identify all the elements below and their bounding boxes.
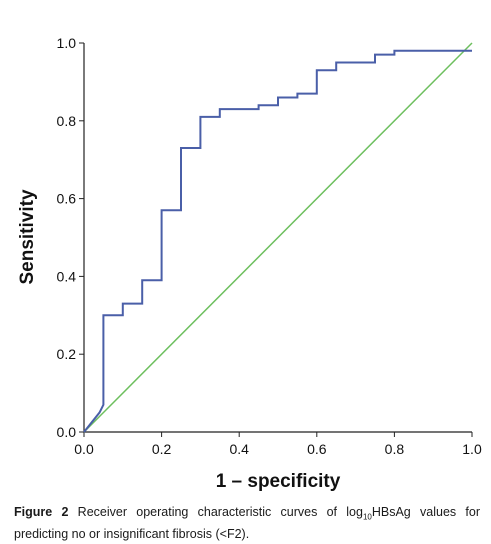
y-tick-label: 0.6 — [57, 191, 77, 207]
x-tick-label: 1.0 — [462, 441, 482, 457]
figure-caption: Figure 2 Receiver operating characterist… — [14, 504, 480, 542]
x-axis-label: 1 – specificity — [216, 471, 341, 492]
x-ticks: 0.0 0.2 0.4 0.6 0.8 1.0 — [74, 432, 482, 457]
caption-text-after: HBsAg values for predicting no or insign… — [14, 505, 480, 541]
y-axis-label: Sensitivity — [17, 189, 38, 284]
series-layer — [83, 42, 473, 433]
y-tick-label: 0.8 — [57, 113, 77, 129]
figure-label: Figure 2 — [14, 505, 69, 519]
y-ticks: 0.0 0.2 0.4 0.6 0.8 1.0 — [57, 35, 84, 440]
y-tick-label: 0.4 — [57, 268, 77, 284]
y-tick-label: 0.0 — [57, 424, 77, 440]
plot-frame — [83, 43, 472, 433]
reference-diagonal-line — [83, 42, 473, 433]
x-tick-label: 0.8 — [385, 441, 405, 457]
caption-subscript: 10 — [362, 512, 372, 522]
x-tick-label: 0.6 — [307, 441, 327, 457]
caption-text-before: Receiver operating characteristic curves… — [77, 505, 363, 519]
y-tick-label: 0.2 — [57, 346, 77, 362]
roc-chart: 0.0 0.2 0.4 0.6 0.8 1.0 0.0 0.2 0.4 0.6 0.8 1.0 1 … — [17, 35, 482, 492]
y-tick-label: 1.0 — [57, 35, 77, 51]
x-tick-label: 0.4 — [229, 441, 249, 457]
x-tick-label: 0.2 — [152, 441, 172, 457]
roc-curve-line — [83, 49, 472, 433]
x-tick-label: 0.0 — [74, 441, 94, 457]
